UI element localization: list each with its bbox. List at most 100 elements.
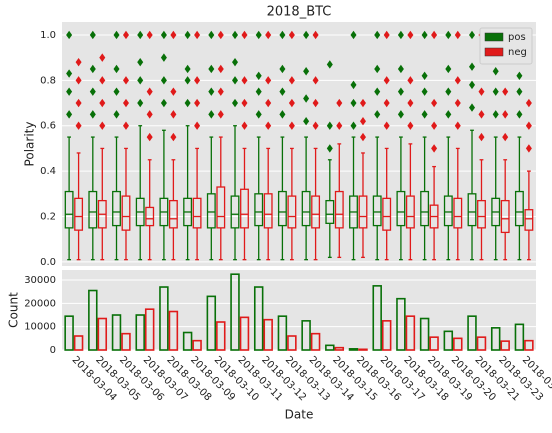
bar [263,318,273,351]
flier [454,76,461,85]
flier [431,98,438,108]
flier [421,87,428,96]
flier [454,121,461,130]
flier [194,98,201,108]
box [334,190,344,229]
flier [383,30,390,40]
flier [525,121,532,130]
bar [476,336,487,351]
y-tick-label: 0.4 [40,166,56,177]
flier [350,121,357,130]
bar [168,310,179,351]
x-axis-label: Date [285,408,314,422]
flier [113,30,120,40]
flier [288,98,295,108]
flier [66,110,73,119]
flier [326,60,333,69]
bar [144,308,155,351]
flier [113,64,120,74]
box [358,195,368,229]
flier [492,110,499,119]
y-tick-label: 20000 [24,298,56,309]
y-tick-label: 0.2 [40,212,56,223]
flier [312,121,319,130]
flier [137,30,144,40]
box [263,193,273,229]
bar [453,337,463,351]
flier [99,121,106,130]
y-tick-label: 0 [50,345,56,356]
flier [279,87,286,96]
box [420,190,430,227]
bar [111,314,122,351]
flier [397,30,404,40]
flier [99,76,106,85]
flier [66,87,73,96]
flier [265,121,272,130]
flier [113,87,120,96]
y-tick-label: 0.8 [40,75,56,86]
flier [232,57,239,67]
legend-swatch [484,32,504,42]
flier [383,98,390,108]
flier [66,30,73,40]
flier [255,71,262,80]
flier [75,98,82,108]
box [443,195,453,227]
bar [429,336,439,351]
box [206,193,216,229]
flier [492,87,499,96]
box [325,199,335,224]
flier [208,30,215,40]
flier [478,132,485,142]
flier [265,76,272,85]
flier [303,30,310,40]
y-axis-label: Polarity [23,122,37,167]
flier [374,87,381,96]
flier [445,110,452,119]
flier [99,53,106,62]
flier [407,76,414,85]
flier [359,132,366,142]
flier [146,30,153,40]
flier [265,30,272,40]
box [453,197,463,229]
flier [407,98,414,108]
flier [421,30,428,40]
flier [516,110,523,119]
flier [113,110,120,119]
flier [397,64,404,74]
flier [241,121,248,130]
y-axis-label: Count [7,292,21,328]
flier [75,121,82,130]
flier [374,30,381,40]
bar [277,315,288,351]
flier [525,144,532,153]
flier [359,98,366,108]
bar [230,273,240,351]
flier [279,30,286,40]
flier [469,30,476,40]
bar [372,285,382,351]
flier [89,87,96,96]
flier [374,64,381,74]
flier [265,98,272,108]
flier [255,87,262,96]
box [372,195,382,227]
legend-swatch [484,47,504,57]
y-tick-label: 30000 [24,275,56,286]
flier [232,76,239,85]
flier [137,57,144,67]
box [514,190,524,227]
flier [255,30,262,40]
flier [146,87,153,96]
flier [478,110,485,119]
flier [184,76,191,85]
flier [288,30,295,40]
flier [359,116,366,126]
flier [326,121,333,130]
bar [381,320,392,351]
flier [288,121,295,130]
bar [192,339,202,351]
flier [194,30,201,40]
